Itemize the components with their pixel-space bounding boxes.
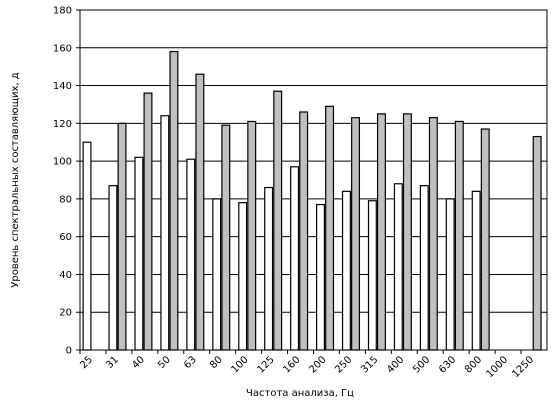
bar bbox=[134, 156, 144, 351]
x-tick-label: 400 bbox=[385, 354, 406, 375]
y-tick-label: 20 bbox=[59, 308, 72, 319]
x-tick-label: 25 bbox=[78, 354, 95, 371]
bar bbox=[195, 73, 205, 351]
y-tick-label: 160 bbox=[53, 43, 72, 54]
y-tick-label: 0 bbox=[66, 346, 72, 357]
bar bbox=[428, 117, 438, 351]
x-tick-label: 50 bbox=[156, 354, 173, 371]
x-tick-label: 80 bbox=[208, 354, 225, 371]
bar bbox=[273, 90, 283, 351]
bar bbox=[160, 115, 170, 351]
bar bbox=[221, 124, 231, 351]
bar bbox=[351, 117, 361, 351]
bar bbox=[471, 190, 481, 351]
x-tick-label: 40 bbox=[130, 354, 147, 371]
bar bbox=[290, 166, 300, 351]
bar bbox=[264, 186, 274, 351]
bar bbox=[445, 198, 455, 351]
bar bbox=[143, 92, 153, 351]
bar bbox=[316, 203, 325, 351]
y-tick-label: 100 bbox=[53, 157, 72, 168]
bar bbox=[117, 122, 127, 351]
bar bbox=[376, 113, 386, 351]
bar bbox=[212, 198, 222, 351]
bar bbox=[454, 120, 464, 351]
bar bbox=[299, 111, 309, 351]
bar bbox=[169, 50, 179, 351]
x-tick-label: 63 bbox=[182, 354, 199, 371]
x-tick-label: 160 bbox=[281, 354, 302, 375]
bar bbox=[367, 200, 377, 351]
x-tick-label: 125 bbox=[255, 354, 276, 375]
y-tick-label: 120 bbox=[53, 119, 72, 130]
bar bbox=[480, 128, 490, 351]
x-tick-label: 315 bbox=[359, 354, 380, 375]
y-tick-label: 80 bbox=[59, 194, 72, 205]
x-tick-label: 1250 bbox=[510, 354, 536, 380]
x-tick-label: 31 bbox=[104, 354, 121, 371]
bar bbox=[393, 183, 403, 351]
y-tick-label: 40 bbox=[59, 270, 72, 281]
bar bbox=[419, 185, 429, 351]
bar bbox=[325, 105, 335, 351]
bar bbox=[341, 190, 351, 351]
y-tick-label: 60 bbox=[59, 232, 72, 243]
bar bbox=[238, 202, 248, 351]
y-axis-label: Уровень спектральных составляющих, д bbox=[10, 72, 21, 288]
bar bbox=[247, 120, 257, 351]
x-tick-label: 200 bbox=[307, 354, 328, 375]
bar bbox=[532, 135, 542, 351]
x-tick-label: 800 bbox=[463, 354, 484, 375]
x-tick-label: 500 bbox=[411, 354, 432, 375]
x-tick-label: 630 bbox=[437, 354, 458, 375]
x-axis-label: Частота анализа, Гц bbox=[246, 388, 354, 399]
bar bbox=[402, 113, 412, 351]
x-tick-label: 100 bbox=[229, 354, 250, 375]
x-tick-label: 250 bbox=[333, 354, 354, 375]
y-tick-label: 180 bbox=[53, 6, 72, 17]
x-tick-label: 1000 bbox=[484, 354, 510, 380]
bar bbox=[108, 185, 118, 351]
y-tick-label: 140 bbox=[53, 81, 72, 92]
bar bbox=[186, 158, 196, 351]
bar bbox=[82, 141, 92, 351]
